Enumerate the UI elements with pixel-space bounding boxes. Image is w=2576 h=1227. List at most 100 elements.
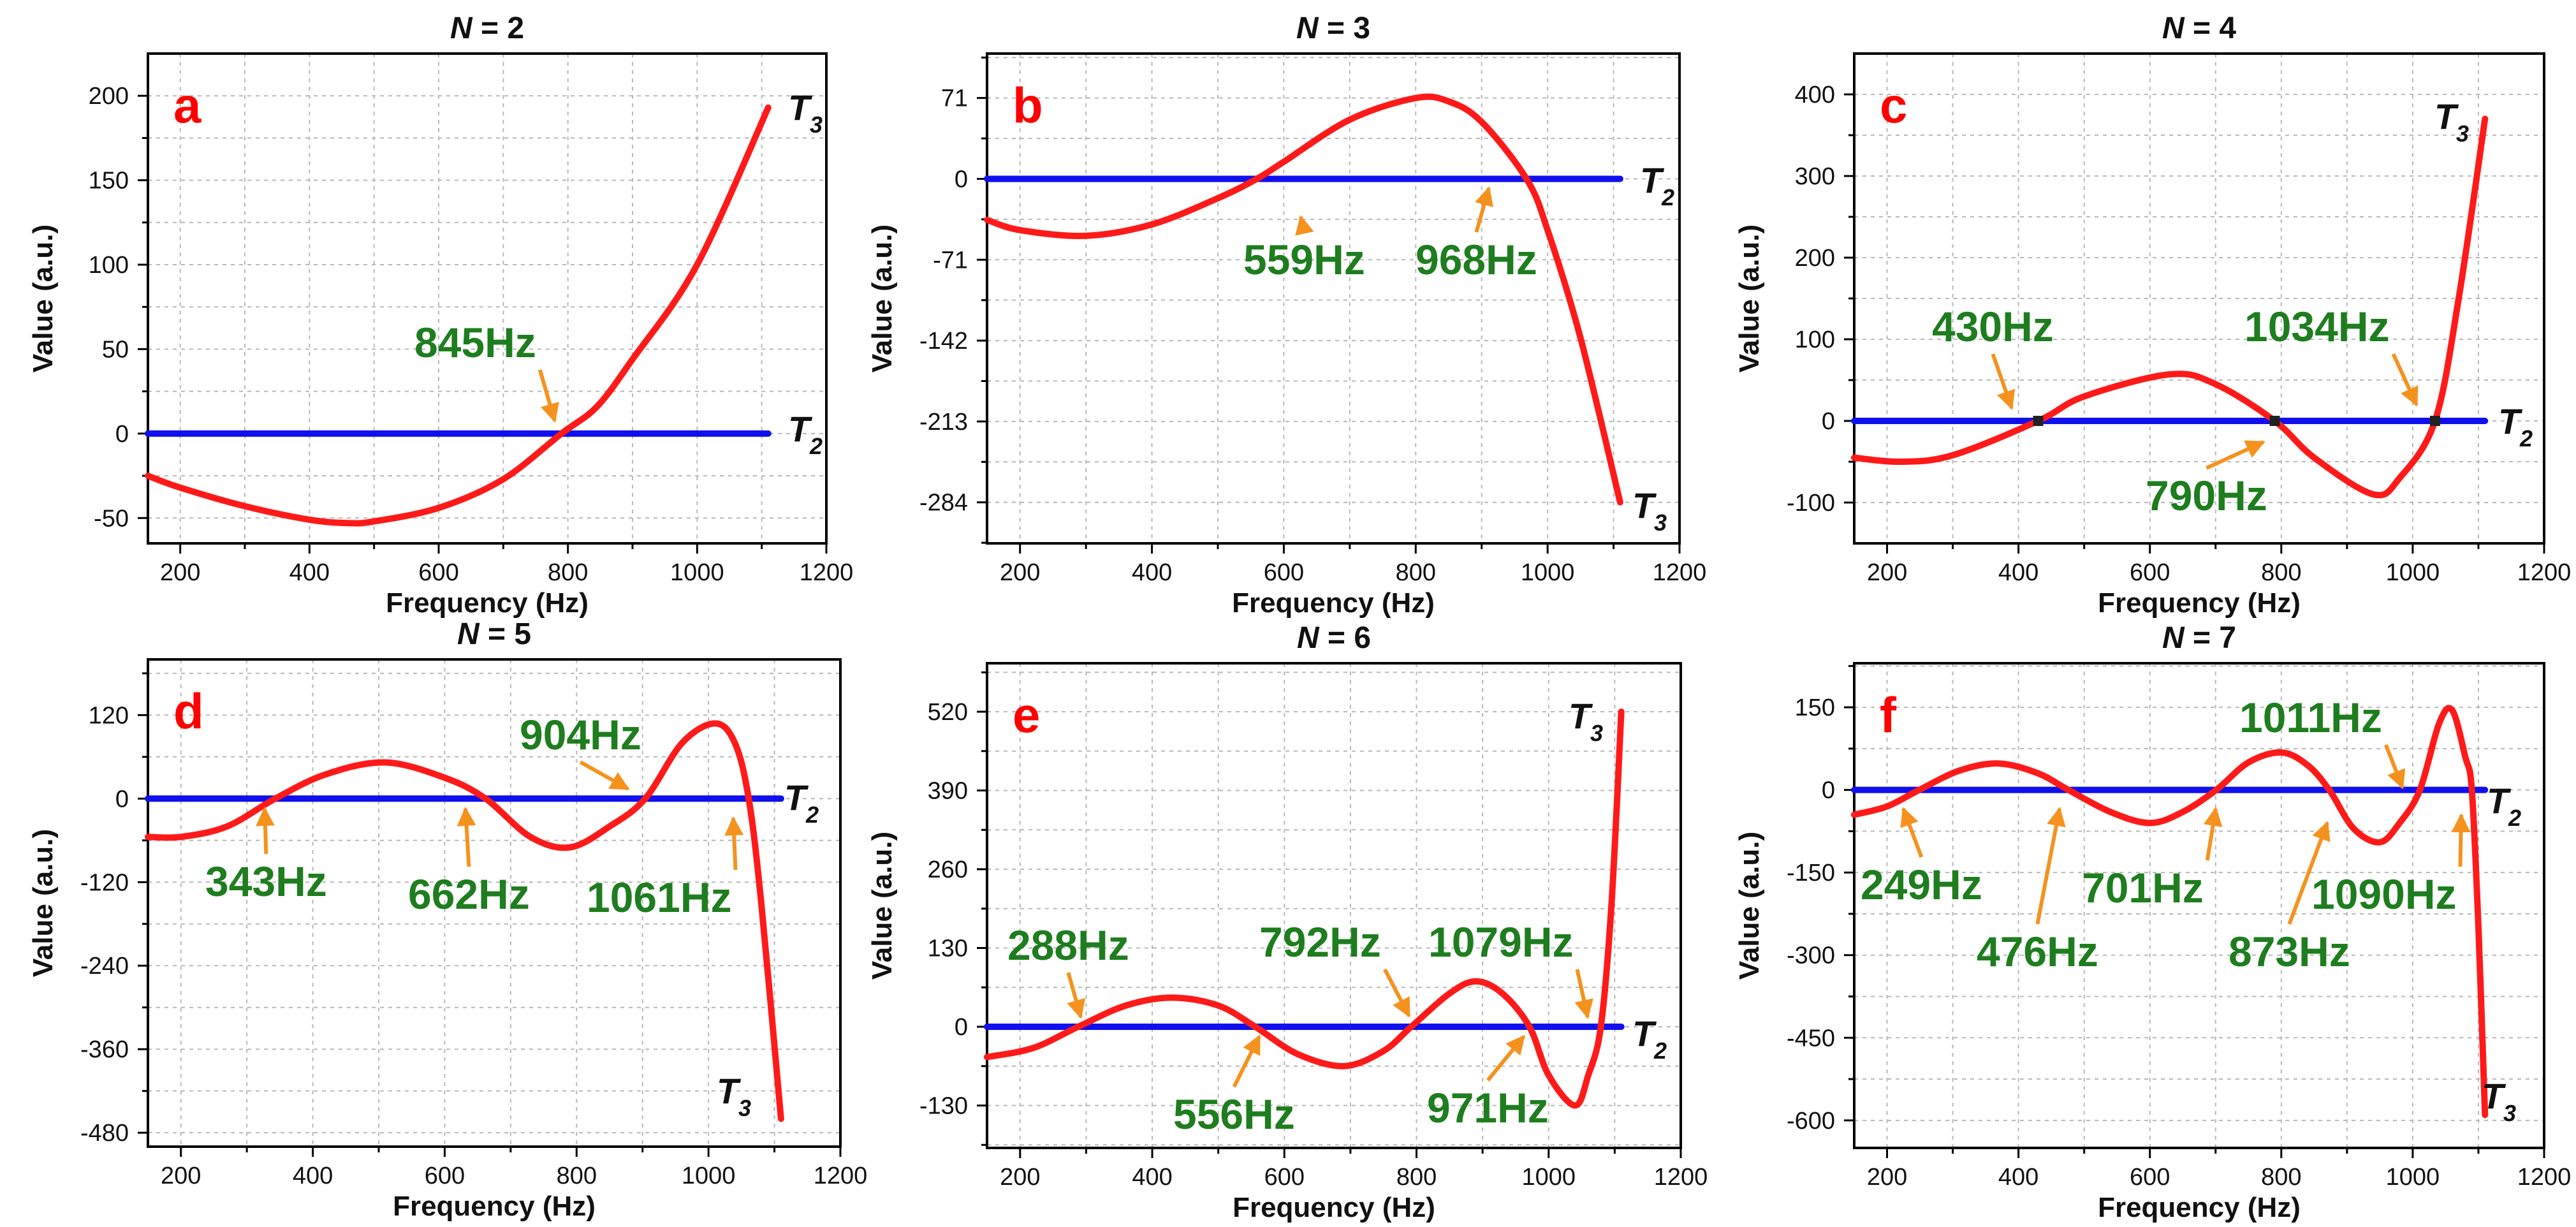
series-label-t3: T [717,1071,742,1111]
panel-a: 200 400 600 800 1000 1200 -50 0 50 100 150 200 Frequ… [27,11,853,619]
panel-title: N = 2 [450,11,524,45]
intersection-marker [2429,416,2440,426]
x-tick-label: 600 [1264,559,1304,586]
annotation-arrow [2391,353,2419,407]
y-tick-label: 0 [1822,408,1835,435]
x-tick-label: 1000 [682,1163,736,1189]
panel-title-variable: N [2162,11,2185,45]
x-tick-label: 600 [418,559,458,586]
crossing-frequency-label: 1034Hz [2244,303,2390,350]
y-tick-label: 50 [102,336,129,363]
y-tick-label: 130 [928,936,968,962]
plot-frame [986,52,1681,545]
annotation-arrow [1991,353,2016,410]
x-tick-label: 200 [1867,1164,1907,1191]
y-tick-label: -300 [1787,943,1835,969]
x-tick-label: 1200 [2517,559,2572,586]
series-label-t2: T [788,409,813,449]
y-tick-label: -130 [919,1093,968,1120]
y-tick-label: -480 [80,1120,129,1147]
y-tick-label: -213 [919,409,968,436]
panel-f: 200 400 600 800 1000 1200 -600 -450 -300 -150 0 150… [1734,621,2571,1223]
x-tick-label: 1000 [2386,559,2440,586]
y-axis-title: Value (a.u.) [867,832,898,980]
crossing-frequency-label: 873Hz [2228,928,2350,975]
intersection-marker [2269,416,2280,426]
series-label-subscript: 2 [805,802,819,828]
series-t3-line [984,709,1625,1109]
y-tick-label: 200 [89,83,129,110]
x-tick-label: 1000 [1521,559,1575,586]
panel-d: 200 400 600 800 1000 1200 -480 -360 -240 -120 0 120… [27,617,867,1222]
panel-title-value: = 2 [472,11,524,45]
y-tick-label: 0 [1822,777,1835,804]
panel-title-value: = 6 [1319,621,1371,655]
y-tick-label: 120 [89,702,129,729]
series-label-subscript: 2 [1661,184,1674,210]
series-label-t2: T [1640,160,1665,200]
panel-letter: a [173,77,201,133]
y-axis-title: Value (a.u.) [27,829,59,977]
series-label-subscript: 3 [738,1095,751,1121]
series-t3-line [145,720,784,1122]
series-label-subscript: 3 [2456,121,2469,147]
y-tick-label: 400 [1795,82,1835,108]
panel-title-variable: N [2162,621,2185,655]
y-tick-label: 0 [955,166,968,193]
panel-b: 200 400 600 800 1000 1200 -284 -213 -142 -71 0 71 Fr… [867,11,1706,619]
x-tick-label: 800 [557,1163,597,1189]
panel-e: 200 400 600 800 1000 1200 -130 0 130 260 390 520 Fre… [867,621,1708,1223]
y-axis-title: Value (a.u.) [27,224,59,372]
crossing-frequency-label: 476Hz [1977,928,2098,975]
y-tick-label: -150 [1787,860,1835,886]
panel-title-value: = 3 [1319,11,1370,45]
x-axis-title: Frequency (Hz) [1232,587,1435,619]
crossing-frequency-label: 792Hz [1259,918,1381,966]
x-tick-label: 800 [1396,1164,1437,1191]
annotation-arrow [724,816,744,871]
crossing-frequency-label: 662Hz [408,871,530,918]
crossing-frequency-label: 556Hz [1173,1091,1295,1138]
series-label-t2: T [1632,1013,1657,1054]
y-tick-label: -71 [933,247,968,274]
annotation-arrow [1474,186,1494,233]
crossing-frequency-label: 968Hz [1416,236,1537,283]
x-tick-label: 1200 [1654,1164,1708,1191]
x-axis-title: Frequency (Hz) [2098,1192,2301,1223]
y-tick-label: -50 [94,505,129,532]
series-label-t3: T [788,87,813,128]
series-label-subscript: 2 [1653,1038,1667,1064]
y-tick-label: -450 [1787,1025,1835,1052]
x-tick-label: 800 [2261,559,2301,586]
series-t3-line [145,104,772,527]
annotation-arrow [1232,1034,1261,1088]
x-tick-label: 1200 [2517,1164,2572,1191]
crossing-frequency-label: 1011Hz [2239,694,2382,741]
x-tick-label: 1000 [2386,1164,2440,1191]
panel-letter: b [1013,77,1043,133]
series-label-subscript: 3 [2503,1100,2516,1126]
x-tick-label: 200 [1000,1164,1040,1191]
panel-title: N = 4 [2162,11,2236,45]
series-label-t3: T [2482,1076,2506,1116]
series-label-subscript: 3 [1590,720,1603,746]
x-tick-label: 600 [2130,559,2170,586]
series-label-t3: T [1569,696,1593,736]
x-tick-label: 400 [1998,559,2038,586]
grid [987,663,1681,1148]
crossing-frequency-label: 790Hz [2146,472,2267,519]
plot-frame [147,52,828,545]
panel-title: N = 6 [1297,621,1371,655]
x-axis-title: Frequency (Hz) [1233,1192,1435,1223]
x-axis-title: Frequency (Hz) [393,1191,596,1222]
panel-title-variable: N [1297,621,1320,655]
x-axis-title: Frequency (Hz) [2098,587,2301,619]
annotation-arrow [1574,969,1593,1019]
panel-title-variable: N [457,617,480,651]
crossing-frequency-label: 701Hz [2082,864,2204,911]
y-tick-label: 100 [1795,327,1835,353]
panel-title: N = 7 [2162,621,2236,655]
annotation-arrow [2035,807,2066,925]
y-tick-label: 150 [89,168,129,195]
x-tick-label: 200 [160,559,200,586]
